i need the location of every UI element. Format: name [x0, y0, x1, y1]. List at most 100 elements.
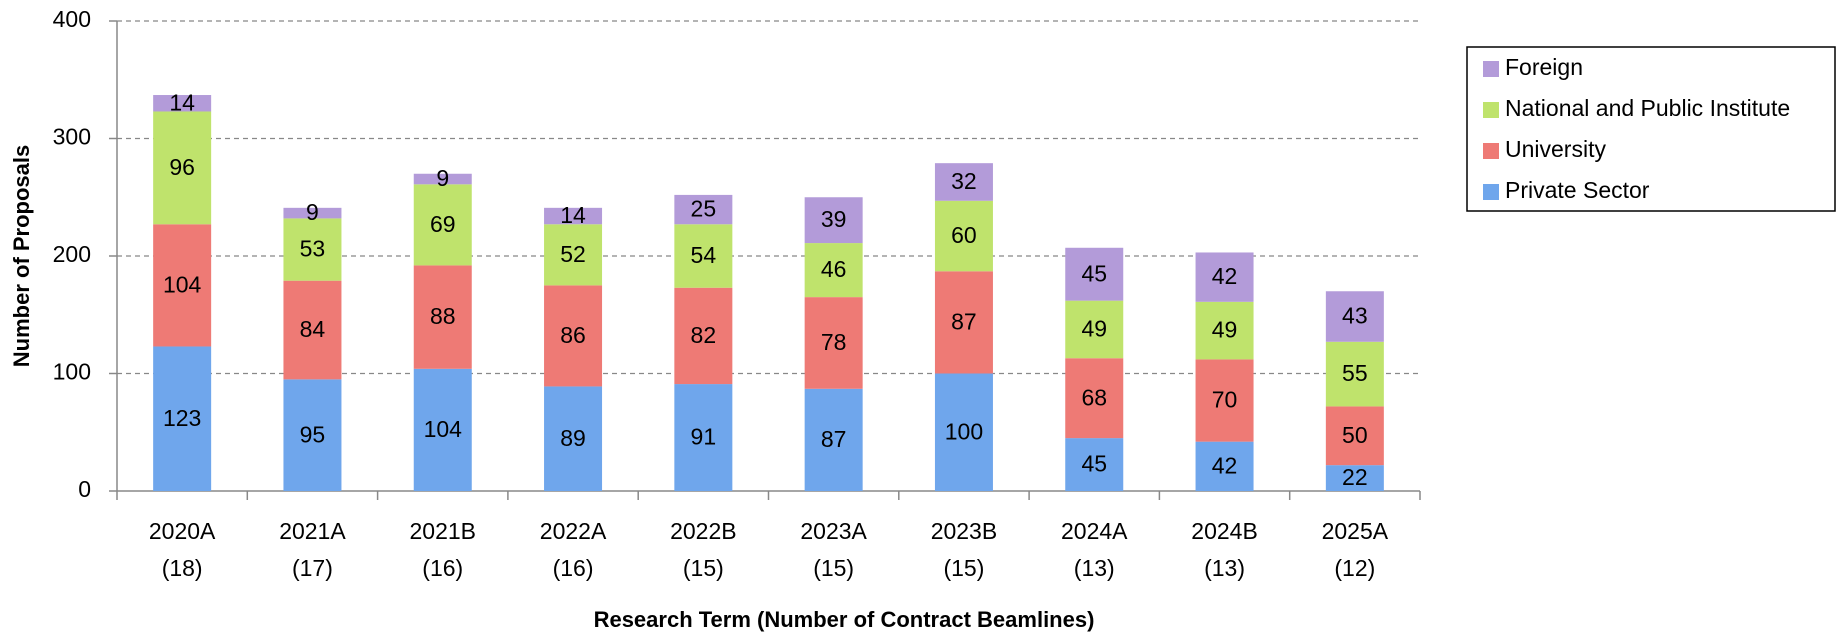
data-label: 9 — [436, 165, 449, 191]
bar-segment — [1325, 465, 1384, 491]
legend-box — [1466, 46, 1836, 212]
data-label: 46 — [821, 256, 847, 282]
data-label: 54 — [691, 242, 717, 268]
data-label: 104 — [163, 271, 202, 297]
bar-segment — [1325, 406, 1384, 466]
bar-segment — [153, 95, 212, 112]
x-tick-label: (12) — [1334, 555, 1375, 581]
legend-label: University — [1505, 136, 1606, 162]
y-tick-label: 0 — [78, 476, 91, 502]
bar-segment — [283, 218, 342, 281]
data-label: 96 — [169, 154, 195, 180]
data-label: 42 — [1212, 263, 1238, 289]
bar-segment — [153, 111, 212, 225]
bar-segment — [804, 388, 863, 491]
data-label: 69 — [430, 211, 456, 237]
data-label: 55 — [1342, 360, 1368, 386]
x-tick-label: (13) — [1204, 555, 1245, 581]
data-label: 86 — [560, 322, 586, 348]
data-label: 89 — [560, 425, 586, 451]
data-label: 95 — [300, 421, 326, 447]
bar-segment — [934, 373, 993, 491]
data-label: 49 — [1212, 317, 1238, 343]
x-tick-label: 2021A — [279, 518, 346, 544]
x-axis-title: Research Term (Number of Contract Beamli… — [594, 607, 1095, 632]
data-label: 100 — [945, 418, 983, 444]
data-label: 60 — [951, 222, 977, 248]
x-tick-label: 2024B — [1191, 518, 1258, 544]
bar-segment — [1325, 341, 1384, 407]
bar-segment — [1065, 438, 1124, 491]
bar-segment — [544, 207, 603, 225]
data-label: 9 — [306, 199, 319, 225]
bar-segment — [934, 271, 993, 374]
data-label: 14 — [169, 89, 195, 115]
x-tick-label: (16) — [553, 555, 594, 581]
x-tick-label: 2021B — [409, 518, 476, 544]
bar-segment — [674, 287, 733, 385]
data-label: 39 — [821, 206, 847, 232]
data-label: 91 — [691, 424, 717, 450]
x-tick-label: 2025A — [1322, 518, 1389, 544]
data-label: 53 — [300, 236, 326, 262]
bar-segment — [544, 386, 603, 491]
data-label: 84 — [300, 316, 326, 342]
y-tick-label: 200 — [53, 241, 91, 267]
legend-label: Foreign — [1505, 54, 1583, 80]
bar-segment — [1195, 301, 1254, 360]
data-label: 50 — [1342, 422, 1368, 448]
x-tick-label: 2022B — [670, 518, 737, 544]
legend-swatch — [1483, 143, 1499, 159]
bar-segment — [544, 285, 603, 387]
data-label: 42 — [1212, 452, 1238, 478]
data-label: 70 — [1212, 387, 1238, 413]
bar-segment — [413, 184, 472, 266]
x-tick-label: (17) — [292, 555, 333, 581]
bar-segment — [413, 173, 472, 185]
bar-segment — [934, 163, 993, 201]
data-label: 25 — [691, 196, 717, 222]
x-tick-label: (18) — [162, 555, 203, 581]
bar-segment — [1065, 247, 1124, 301]
y-axis-title: Number of Proposals — [9, 145, 34, 367]
x-tick-label: (13) — [1074, 555, 1115, 581]
bar-segment — [934, 200, 993, 272]
x-tick-label: 2023B — [931, 518, 998, 544]
data-label: 45 — [1081, 451, 1107, 477]
data-label: 78 — [821, 329, 847, 355]
data-label: 52 — [560, 241, 586, 267]
bar-segment — [1195, 359, 1254, 442]
bar-segment — [804, 243, 863, 298]
legend-label: National and Public Institute — [1505, 95, 1790, 121]
x-tick-label: 2022A — [540, 518, 607, 544]
x-tick-label: (15) — [813, 555, 854, 581]
y-tick-label: 300 — [53, 124, 91, 150]
x-tick-label: 2024A — [1061, 518, 1128, 544]
x-tick-label: 2023A — [800, 518, 867, 544]
data-label: 82 — [691, 322, 717, 348]
data-label: 22 — [1342, 464, 1368, 490]
bar-segment — [283, 207, 342, 219]
data-label: 87 — [951, 308, 977, 334]
x-tick-label: (15) — [683, 555, 724, 581]
legend-swatch — [1483, 184, 1499, 200]
data-label: 88 — [430, 303, 456, 329]
data-label: 104 — [424, 416, 463, 442]
bar-segment — [283, 379, 342, 491]
data-label: 87 — [821, 426, 847, 452]
x-tick-label: 2020A — [149, 518, 216, 544]
data-label: 45 — [1081, 260, 1107, 286]
data-label: 14 — [560, 202, 586, 228]
data-label: 43 — [1342, 303, 1368, 329]
bar-segment — [413, 265, 472, 369]
bar-segment — [153, 346, 212, 491]
x-tick-label: (15) — [943, 555, 984, 581]
y-tick-label: 100 — [53, 359, 91, 385]
data-label: 123 — [163, 405, 201, 431]
bar-segment — [674, 194, 733, 225]
y-tick-label: 400 — [53, 6, 91, 32]
bar-segment — [544, 224, 603, 286]
data-label: 49 — [1081, 316, 1107, 342]
bar-segment — [674, 224, 733, 288]
